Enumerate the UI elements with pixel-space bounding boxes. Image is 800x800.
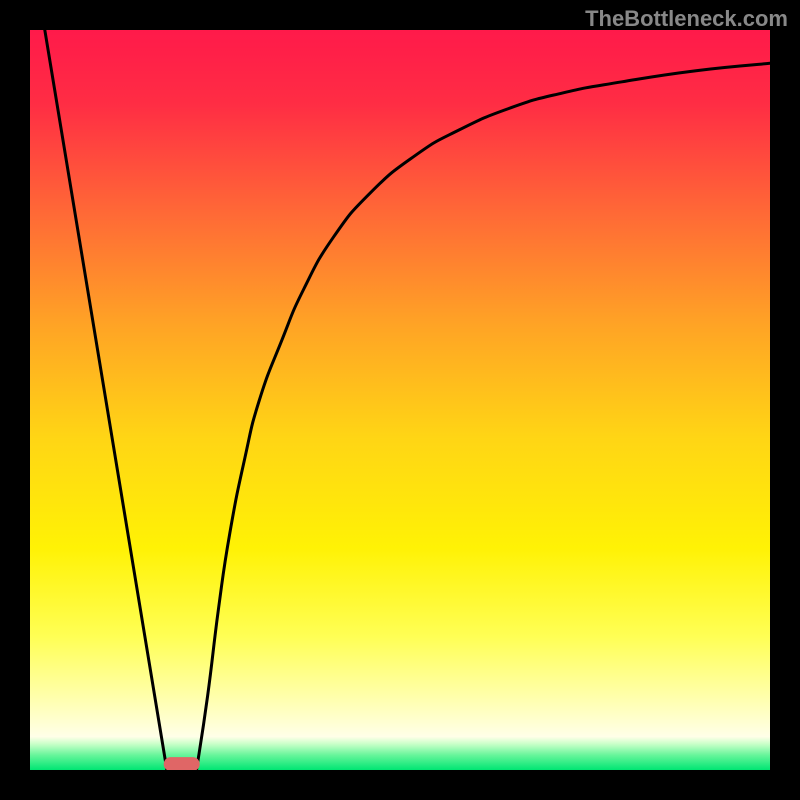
- plot-background: [30, 30, 770, 770]
- bottleneck-chart: [0, 0, 800, 800]
- chart-container: { "watermark": { "text": "TheBottleneck.…: [0, 0, 800, 800]
- optimal-marker: [164, 757, 200, 771]
